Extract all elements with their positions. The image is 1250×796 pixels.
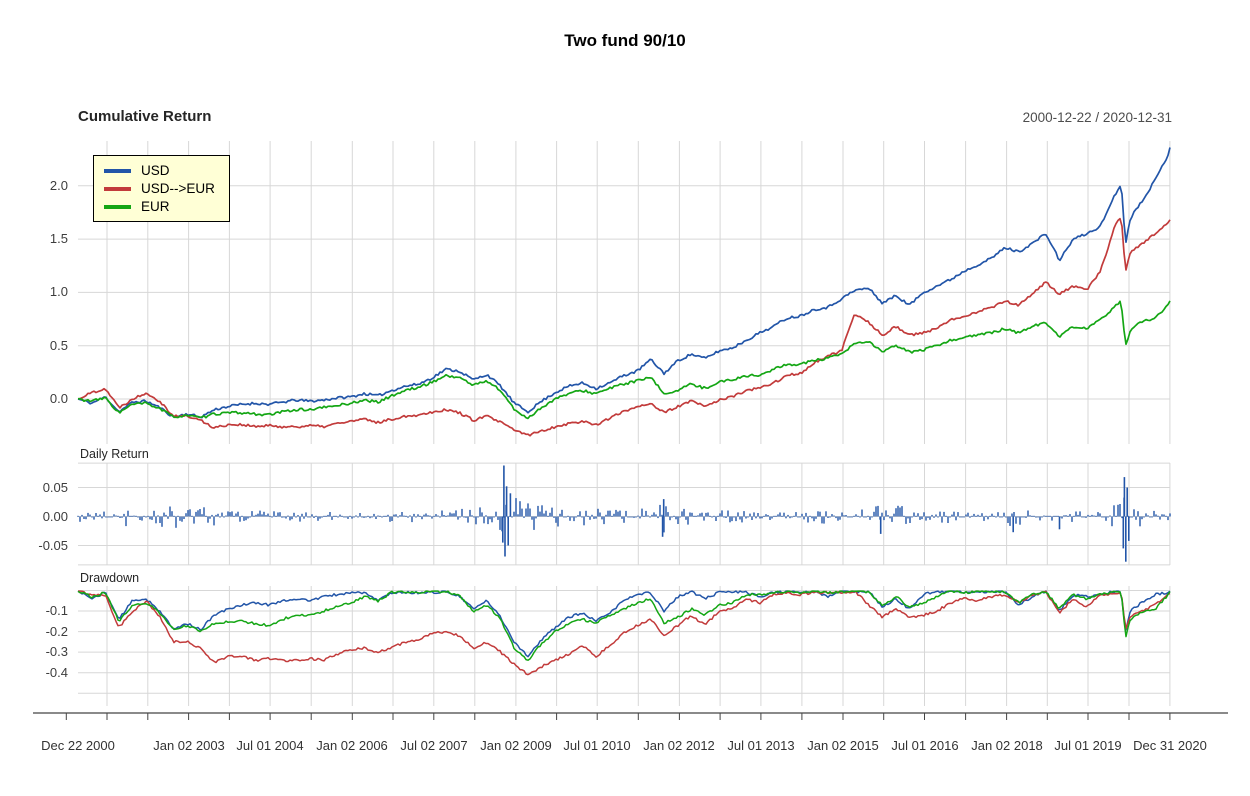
y-tick-label: 0.05 (42, 480, 68, 495)
x-tick-label: Jul 02 2007 (400, 738, 468, 753)
y-tick-label: 0.5 (49, 338, 68, 353)
y-tick-label: -0.3 (45, 644, 68, 659)
y-tick-label: -0.05 (38, 538, 68, 553)
eur-cumulative-line (77, 300, 1171, 420)
y-tick-label: -0.1 (45, 603, 68, 618)
x-tick-label: Jan 02 2018 (971, 738, 1043, 753)
x-tick-label: Jan 02 2012 (643, 738, 715, 753)
drawdown-lines (77, 590, 1171, 676)
legend-swatch (104, 186, 131, 191)
grid-layer (78, 141, 1171, 706)
legend-label: USD (141, 163, 170, 178)
daily-return-panel-title: Daily Return (80, 447, 149, 461)
y-tick-label: -0.4 (45, 665, 68, 680)
legend-label: EUR (141, 199, 170, 214)
x-tick-label: Jul 01 2004 (236, 738, 304, 753)
x-tick-label: Jan 02 2009 (480, 738, 552, 753)
usd-cumulative-line (77, 147, 1171, 419)
legend-item-eur: EUR (104, 199, 215, 214)
eur-drawdown-line (77, 590, 1171, 661)
x-tick-label: Jan 02 2006 (316, 738, 388, 753)
x-tick-label: Jul 01 2013 (727, 738, 795, 753)
x-tick-label: Jul 01 2010 (563, 738, 631, 753)
y-tick-label: 0.00 (42, 509, 68, 524)
drawdown-panel-title: Drawdown (80, 571, 140, 585)
y-tick-label: 2.0 (49, 178, 68, 193)
daily-return-bars (77, 465, 1171, 562)
x-tick-label: Jul 01 2019 (1054, 738, 1122, 753)
legend-label: USD-->EUR (141, 181, 215, 196)
x-tick-label: Jan 02 2003 (153, 738, 225, 753)
page-title: Two fund 90/10 (564, 31, 686, 50)
cumulative-panel-title: Cumulative Return (78, 108, 212, 125)
y-tick-label: 0.0 (49, 391, 68, 406)
usd-eur-drawdown-line (78, 590, 1171, 676)
x-tick-label: Dec 31 2020 (1133, 738, 1207, 753)
y-tick-label: 1.0 (49, 284, 68, 299)
legend-item-usd-eur: USD-->EUR (104, 181, 215, 196)
legend-swatch (104, 204, 131, 209)
y-tick-label: 1.5 (49, 231, 68, 246)
x-tick-label: Jul 01 2016 (891, 738, 959, 753)
date-range: 2000-12-22 / 2020-12-31 (1022, 110, 1172, 125)
x-tick-label: Dec 22 2000 (41, 738, 115, 753)
legend: USD USD-->EUR EUR (93, 155, 230, 222)
x-axis (33, 712, 1228, 720)
cumulative-return-lines (77, 147, 1171, 437)
x-tick-label: Jan 02 2015 (807, 738, 879, 753)
usd-eur-cumulative-line (78, 217, 1171, 437)
legend-swatch (104, 168, 131, 173)
y-tick-label: -0.2 (45, 624, 68, 639)
legend-item-usd: USD (104, 163, 215, 178)
